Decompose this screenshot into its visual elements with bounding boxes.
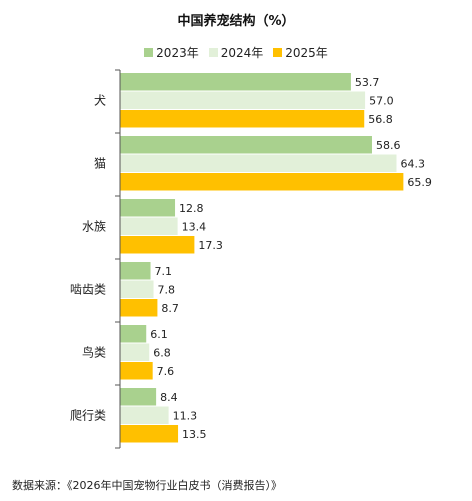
bar-4-2 (120, 362, 153, 380)
data-label-1-1: 64.3 (400, 157, 425, 170)
data-label-5-0: 8.4 (160, 391, 178, 404)
data-label-1-0: 58.6 (376, 139, 401, 152)
data-label-3-1: 7.8 (158, 283, 176, 296)
legend-swatch-2023 (144, 48, 154, 57)
data-label-2-0: 12.8 (179, 202, 204, 215)
bar-2-2 (120, 236, 195, 254)
category-label-3: 啮齿类 (70, 282, 106, 296)
bar-1-1 (120, 154, 397, 172)
bar-5-1 (120, 406, 169, 424)
category-label-0: 犬 (94, 93, 106, 107)
data-label-0-0: 53.7 (355, 76, 380, 89)
bar-3-2 (120, 299, 158, 317)
bar-1-2 (120, 173, 404, 191)
category-label-4: 鸟类 (82, 344, 106, 359)
legend-item-2023: 2023年 (144, 44, 199, 61)
data-label-4-2: 7.6 (157, 365, 175, 378)
data-label-2-1: 13.4 (182, 220, 207, 233)
category-label-5: 爬行类 (70, 408, 106, 422)
data-label-4-0: 6.1 (150, 328, 168, 341)
data-label-3-2: 8.7 (161, 302, 179, 315)
bar-1-0 (120, 136, 372, 154)
data-label-5-1: 11.3 (173, 409, 198, 422)
bar-0-2 (120, 110, 365, 128)
legend-swatch-2025 (273, 48, 283, 57)
source-note: 数据来源：《2026年中国宠物行业白皮书（消费报告）》 (12, 479, 282, 492)
data-label-1-2: 65.9 (407, 176, 432, 189)
bar-5-0 (120, 388, 157, 406)
bar-3-0 (120, 262, 151, 280)
legend-label-2025: 2025年 (285, 46, 328, 60)
chart-title: 中国养宠结构（%） (177, 14, 295, 29)
bar-0-0 (120, 73, 351, 91)
category-label-1: 猫 (94, 156, 106, 170)
bar-2-1 (120, 217, 178, 235)
bar-5-2 (120, 425, 179, 443)
legend-swatch-2024 (208, 48, 218, 57)
data-label-5-2: 13.5 (182, 428, 207, 441)
legend-label-2024: 2024年 (220, 46, 264, 60)
legend-item-2025: 2025年 (273, 44, 328, 61)
bar-3-1 (120, 280, 154, 298)
data-label-2-2: 17.3 (198, 239, 223, 252)
bar-0-1 (120, 91, 366, 109)
chart-legend: 2023年 2024年 2025年 (0, 44, 472, 61)
bar-2-0 (120, 199, 176, 217)
bar-4-1 (120, 343, 150, 361)
data-label-0-1: 57.0 (369, 94, 394, 107)
data-label-0-2: 56.8 (368, 113, 393, 126)
legend-item-2024: 2024年 (208, 44, 264, 61)
data-label-3-0: 7.1 (155, 265, 173, 278)
data-label-4-1: 6.8 (153, 346, 171, 359)
category-label-2: 水族 (82, 219, 106, 233)
legend-label-2023: 2023年 (156, 46, 199, 60)
bar-4-0 (120, 325, 147, 343)
